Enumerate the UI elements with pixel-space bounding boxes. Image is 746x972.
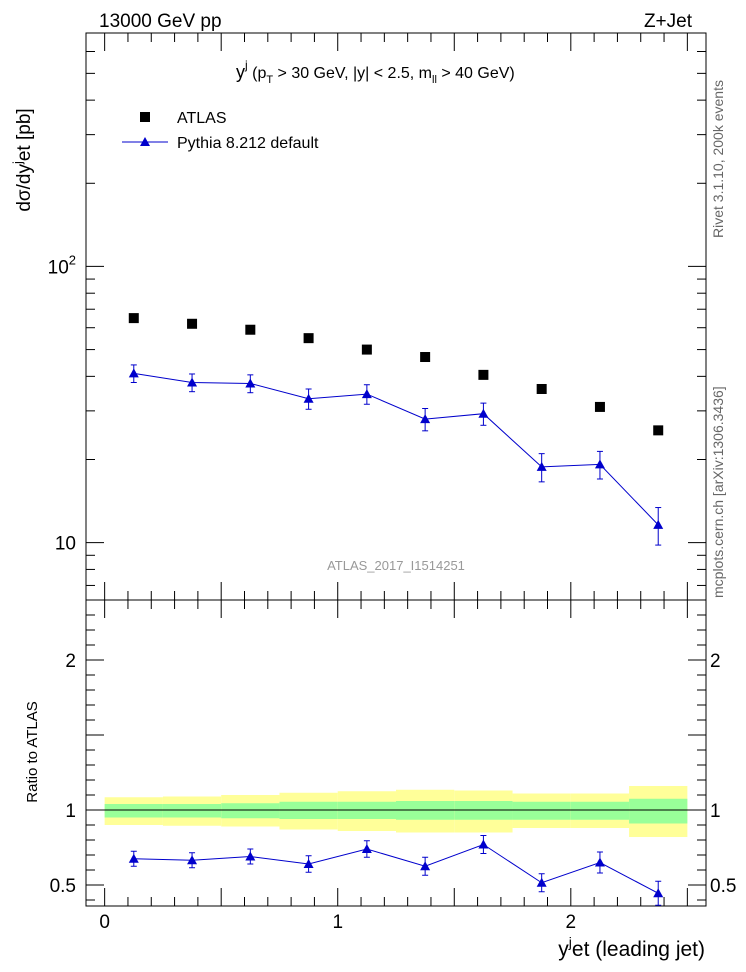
ratio-xtick-label: 2 (566, 912, 577, 933)
main-ytick-label-100: 102 (48, 252, 76, 278)
legend-atlas-marker (140, 112, 150, 122)
xlabel-a: y (558, 938, 569, 961)
main-ylabel: dσ/dyjet [pb] (10, 108, 35, 211)
pythia-point (361, 389, 372, 399)
atlas-point (478, 369, 489, 380)
title-rest2: > 40 GeV) (437, 65, 515, 82)
title-rest1: > 30 GeV, |y| < 2.5, m (273, 65, 432, 82)
ratio-point (245, 851, 256, 861)
ratio-ytick-label-right: 0.5 (710, 876, 736, 897)
ratio-ytick-label-right: 2 (710, 651, 721, 672)
pythia-point (478, 408, 489, 418)
pythia-point (303, 393, 314, 403)
legend-pythia-marker (140, 137, 150, 146)
atlas-point (361, 344, 372, 355)
mcplots-label: mcplots.cern.ch [arXiv:1306.3436] (710, 386, 726, 598)
ratio-panel-frame (85, 599, 707, 907)
ratio-band-inner (570, 801, 630, 820)
ratio-point (594, 857, 605, 867)
ratio-point (536, 877, 547, 887)
legend-atlas-label: ATLAS (177, 110, 227, 127)
ratio-ytick-label-left: 0.5 (50, 876, 76, 897)
energy-label: 13000 GeV pp (99, 11, 222, 32)
atlas-point (536, 383, 547, 394)
xlabel-sup: j (568, 934, 572, 950)
ratio-ytick-label-left: 2 (65, 651, 76, 672)
ratio-ytick-label-left: 1 (65, 801, 76, 822)
atlas-point (653, 425, 664, 436)
ratio-band-inner (104, 804, 163, 818)
main-ytick-label-100-base: 10 (48, 257, 69, 278)
ratio-point (653, 888, 664, 898)
xlabel-b: et (leading jet) (572, 938, 705, 961)
ratio-point (187, 855, 198, 865)
main-ylabel-b: et [pb] (14, 108, 35, 161)
main-ytick-label-100-exp: 2 (69, 252, 76, 267)
xlabel: yjet (leading jet) (558, 934, 705, 961)
ratio-ytick-label-right: 1 (710, 801, 721, 822)
pythia-line (133, 372, 659, 526)
pythia-point (653, 519, 664, 529)
ratio-band-inner (512, 801, 571, 820)
title-T: T (266, 74, 273, 86)
pythia-point (245, 378, 256, 388)
ratio-point (478, 839, 489, 849)
atlas-point (594, 401, 605, 412)
title-pre-pt: (p (248, 65, 267, 82)
pythia-point (420, 414, 431, 424)
atlas-point (303, 333, 314, 344)
ratio-ylabel: Ratio to ATLAS (24, 701, 41, 802)
ratio-point (420, 861, 431, 871)
ratio-point (128, 853, 139, 863)
title-j: j (244, 58, 248, 72)
atlas-point (420, 352, 431, 363)
ratio-band-inner (221, 803, 280, 819)
main-ylabel-a: dσ/dy (14, 164, 35, 212)
main-ytick-label-10: 10 (55, 534, 76, 555)
atlas-point (187, 318, 198, 329)
ratio-point (303, 859, 314, 868)
analysis-watermark: ATLAS_2017_I1514251 (327, 558, 465, 573)
ratio-band-inner (162, 804, 222, 818)
atlas-point (245, 324, 256, 335)
atlas-point (128, 313, 139, 324)
ratio-xtick-label: 1 (332, 912, 343, 933)
pythia-point (536, 461, 547, 471)
ratio-line (133, 843, 659, 894)
process-label: Z+Jet (644, 11, 693, 32)
pythia-point (128, 368, 139, 378)
legend-pythia-label: Pythia 8.212 default (177, 135, 319, 152)
rivet-label: Rivet 3.1.10, 200k events (710, 80, 726, 238)
title-ll: ll (432, 74, 437, 86)
ratio-band-inner (629, 798, 688, 824)
pythia-point (594, 459, 605, 469)
plot-title: yj (pT > 30 GeV, |y| < 2.5, mll > 40 GeV… (236, 58, 515, 86)
main-ylabel-sup: j (10, 161, 25, 165)
title-y: y (236, 62, 245, 82)
ratio-xtick-label: 0 (99, 912, 110, 933)
ratio-point (361, 844, 372, 853)
pythia-point (187, 377, 198, 387)
